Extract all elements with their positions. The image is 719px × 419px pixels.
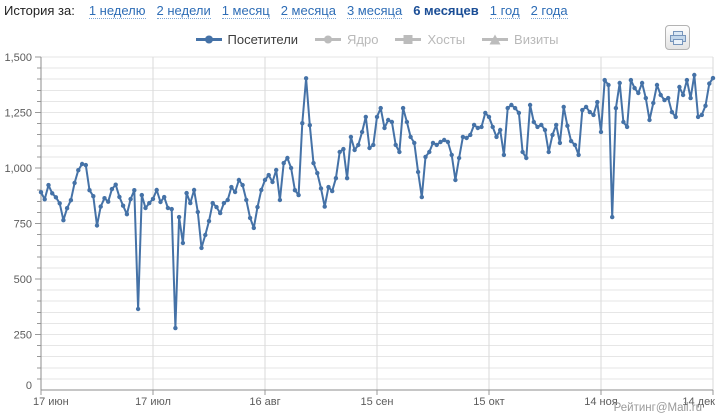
- x-axis-label: 16 авг: [249, 396, 280, 408]
- series-marker-icon: [482, 34, 509, 45]
- period-link-4[interactable]: 3 месяца: [346, 3, 403, 19]
- period-link-0[interactable]: 1 неделю: [88, 3, 146, 19]
- legend-item-0[interactable]: Посетители: [195, 31, 299, 47]
- legend-item-2[interactable]: Хосты: [395, 32, 465, 47]
- period-link-5[interactable]: 6 месяцев: [413, 3, 479, 18]
- y-axis-label: 0: [26, 380, 32, 392]
- x-axis-label: 15 окт: [473, 396, 504, 408]
- brand-link[interactable]: Рейтинг@Mail.ru: [613, 402, 702, 414]
- y-axis-label: 1,250: [4, 108, 32, 120]
- series-marker-icon: [195, 34, 222, 45]
- period-link-6[interactable]: 1 год: [489, 3, 520, 19]
- series-marker-icon: [315, 34, 342, 45]
- legend-item-3[interactable]: Визиты: [482, 31, 559, 47]
- y-axis-label: 250: [14, 330, 32, 342]
- legend-label: Визиты: [514, 31, 559, 47]
- legend-label: Хосты: [427, 31, 466, 47]
- period-link-2[interactable]: 1 месяц: [221, 3, 270, 19]
- history-label: История за:: [4, 3, 75, 18]
- x-axis-label: 14 ноя: [584, 396, 617, 408]
- y-axis-label: 1,000: [4, 163, 32, 175]
- legend-item-1[interactable]: Ядро: [315, 32, 378, 47]
- y-axis-label: 750: [14, 219, 32, 231]
- x-axis-label: 17 июл: [135, 396, 171, 408]
- chart-legend: Посетители Ядро: [41, 30, 713, 48]
- legend-label: Ядро: [347, 31, 379, 47]
- history-period-bar: История за: 1 неделю 2 недели 1 месяц 2 …: [4, 3, 579, 21]
- x-axis-label: 14 дек: [682, 396, 715, 408]
- series-marker-icon: [395, 34, 422, 45]
- period-link-1[interactable]: 2 недели: [156, 3, 211, 19]
- printer-icon: [669, 30, 686, 45]
- legend-label: Посетители: [227, 31, 299, 47]
- x-axis-label: 15 сен: [361, 396, 394, 408]
- period-link-7[interactable]: 2 года: [530, 3, 568, 19]
- y-axis-label: 1,500: [4, 52, 32, 64]
- period-link-3[interactable]: 2 месяца: [280, 3, 336, 19]
- y-axis-label: 500: [14, 274, 32, 286]
- x-axis-label: 17 июн: [33, 396, 69, 408]
- print-button[interactable]: [665, 25, 690, 50]
